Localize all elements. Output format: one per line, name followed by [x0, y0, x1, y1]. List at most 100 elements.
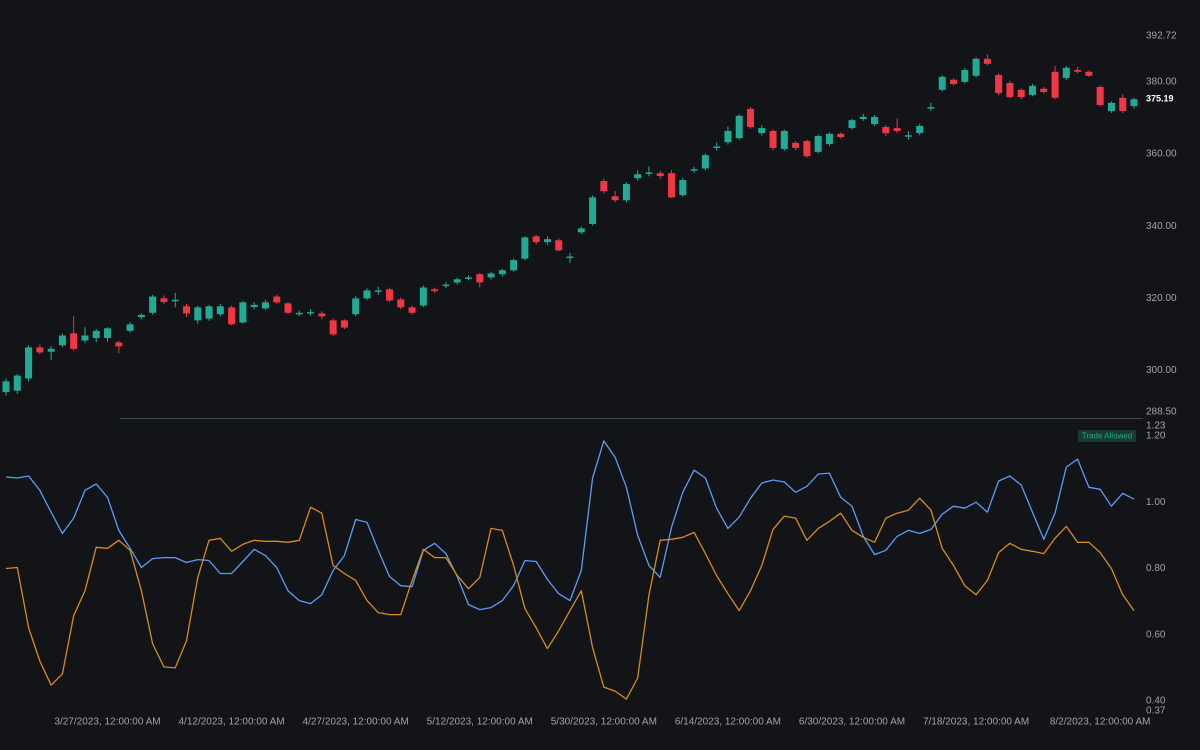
candle-body — [848, 120, 856, 129]
last-price-label: 375.19 — [1146, 94, 1174, 104]
candle-body — [92, 330, 100, 339]
candle-body — [668, 173, 676, 198]
candle-body — [566, 256, 574, 258]
candle-body — [1017, 89, 1025, 98]
trade-allowed-badge: Trade Allowed — [1082, 432, 1132, 441]
y-tick-label: 0.37 — [1146, 706, 1166, 717]
candle-body — [1107, 102, 1115, 112]
x-tick-label: 3/27/2023, 12:00:00 AM — [54, 717, 160, 728]
candle-body — [216, 306, 224, 315]
x-tick-label: 7/18/2023, 12:00:00 AM — [923, 717, 1029, 728]
x-tick-label: 6/30/2023, 12:00:00 AM — [799, 717, 905, 728]
candle-body — [1028, 85, 1036, 95]
candle-body — [1130, 99, 1138, 107]
candle-body — [273, 296, 281, 303]
candle-body — [374, 290, 382, 292]
candle-body — [950, 79, 958, 85]
candle-body — [814, 136, 822, 152]
x-tick-label: 5/12/2023, 12:00:00 AM — [427, 717, 533, 728]
candle-body — [2, 381, 10, 393]
candle-body — [735, 115, 743, 139]
candle-body — [679, 180, 687, 196]
candle-body — [160, 298, 168, 302]
candle-body — [859, 116, 867, 120]
candle-body — [893, 128, 901, 131]
candle-body — [792, 142, 800, 148]
candle-body — [521, 237, 529, 259]
candle-body — [927, 107, 935, 109]
candle-body — [1062, 67, 1070, 78]
candle-body — [70, 333, 78, 349]
candle-body — [532, 236, 540, 243]
y-tick-label: 1.20 — [1146, 431, 1166, 442]
y-tick-label: 0.60 — [1146, 629, 1166, 640]
candle-body — [724, 130, 732, 143]
candle-body — [904, 135, 912, 137]
candle-body — [701, 155, 709, 169]
y-tick-label: 288.50 — [1146, 407, 1177, 418]
x-tick-label: 4/27/2023, 12:00:00 AM — [303, 717, 409, 728]
candle-body — [1006, 82, 1014, 98]
y-tick-label: 0.40 — [1146, 696, 1166, 707]
candle-body — [239, 302, 247, 323]
candle-body — [543, 239, 551, 243]
candle-body — [352, 298, 360, 315]
candle-body — [115, 342, 123, 347]
candle-body — [510, 260, 518, 271]
candle-body — [916, 125, 924, 134]
candle-body — [228, 307, 236, 325]
candle-body — [137, 314, 145, 318]
y-tick-label: 1.00 — [1146, 497, 1166, 508]
candle-body — [780, 130, 788, 149]
x-tick-label: 5/30/2023, 12:00:00 AM — [551, 717, 657, 728]
candle-body — [194, 307, 202, 321]
x-tick-label: 8/2/2023, 12:00:00 AM — [1050, 717, 1151, 728]
candle-body — [81, 335, 89, 341]
candle-body — [882, 126, 890, 134]
candle-body — [419, 287, 427, 306]
candle-body — [746, 108, 754, 127]
y-tick-label: 1.23 — [1146, 421, 1166, 432]
candle-body — [1040, 88, 1048, 92]
candle-body — [363, 290, 371, 299]
candle-body — [58, 335, 66, 346]
candle-body — [1074, 69, 1082, 72]
y-tick-label: 380.00 — [1146, 77, 1177, 88]
y-tick-label: 392.72 — [1146, 31, 1177, 42]
candle-body — [476, 274, 484, 283]
candle-body — [261, 302, 269, 309]
x-tick-label: 4/12/2023, 12:00:00 AM — [178, 717, 284, 728]
candle-body — [871, 116, 879, 125]
candle-body — [600, 181, 608, 192]
candle-body — [329, 320, 337, 335]
candle-body — [126, 324, 134, 331]
candle-body — [453, 279, 461, 283]
candle-body — [1096, 86, 1104, 105]
candle-body — [837, 133, 845, 138]
candle-body — [713, 146, 721, 148]
y-tick-label: 0.80 — [1146, 563, 1166, 574]
candle-body — [431, 289, 439, 292]
candle-body — [464, 277, 472, 279]
candle-body — [1119, 97, 1127, 112]
candle-body — [972, 58, 980, 76]
candle-body — [611, 196, 619, 201]
candle-body — [487, 273, 495, 278]
candle-body — [318, 313, 326, 317]
candle-body — [408, 307, 416, 313]
candle-body — [182, 306, 190, 314]
y-tick-label: 360.00 — [1146, 149, 1177, 160]
candle-body — [769, 130, 777, 148]
candle-body — [634, 174, 642, 179]
indicator-line — [5, 497, 1135, 700]
candle-body — [340, 320, 348, 328]
candle-body — [825, 133, 833, 144]
candle-body — [250, 304, 258, 308]
candle-body — [983, 58, 991, 64]
x-tick-label: 6/14/2023, 12:00:00 AM — [675, 717, 781, 728]
candle-body — [307, 312, 315, 314]
candle-body — [803, 141, 811, 157]
candle-body — [622, 183, 630, 201]
